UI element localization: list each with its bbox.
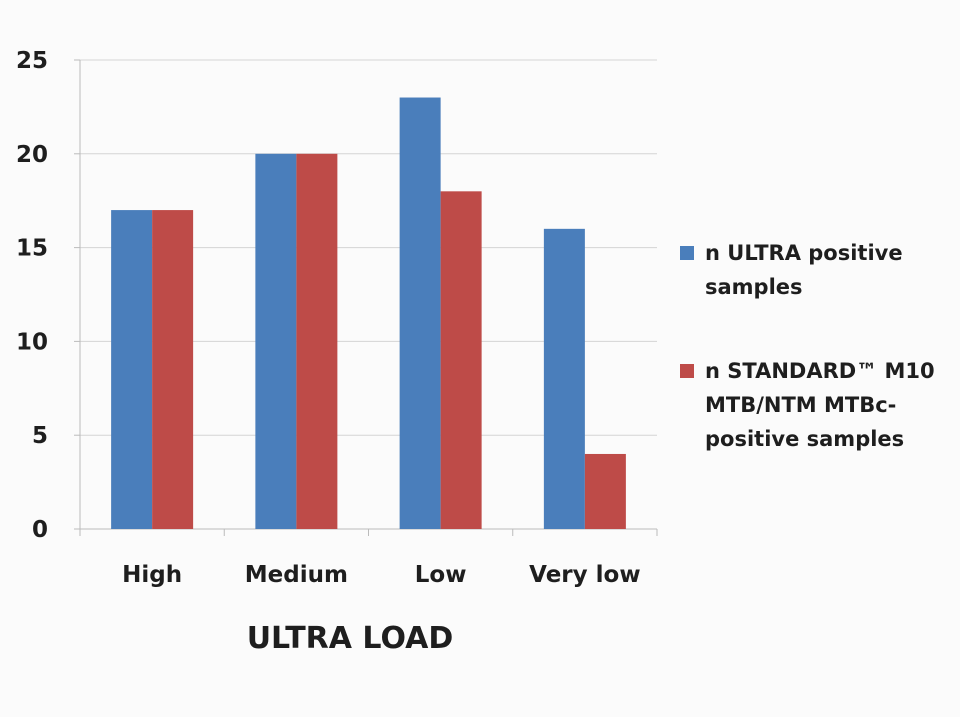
x-tick-label: Very low bbox=[529, 562, 640, 588]
x-tick-label: High bbox=[122, 562, 182, 588]
legend-swatch-red bbox=[680, 364, 694, 378]
y-tick-label: 5 bbox=[32, 423, 48, 449]
bar-standard bbox=[296, 153, 338, 530]
legend-item-ultra: n ULTRA positive samples bbox=[680, 236, 950, 304]
bar-ultra bbox=[543, 228, 585, 529]
bar-standard bbox=[584, 453, 626, 529]
bar-ultra bbox=[255, 153, 297, 530]
y-tick-label: 0 bbox=[32, 517, 48, 543]
y-tick-label: 10 bbox=[16, 329, 48, 355]
bar-standard bbox=[440, 191, 482, 529]
y-tick-label: 20 bbox=[16, 142, 48, 168]
legend-label: n ULTRA positive samples bbox=[705, 241, 903, 299]
x-tick-label: Medium bbox=[245, 562, 348, 588]
legend-item-standard: n STANDARD™ M10 MTB/NTM MTBc-positive sa… bbox=[680, 354, 950, 456]
y-tick-label: 25 bbox=[16, 48, 48, 74]
bar-ultra bbox=[399, 97, 441, 530]
y-tick-label: 15 bbox=[16, 236, 48, 262]
bar-standard bbox=[152, 210, 194, 529]
x-tick-label: Low bbox=[415, 562, 467, 588]
legend-swatch-blue bbox=[680, 246, 694, 260]
legend-label: n STANDARD™ M10 MTB/NTM MTBc-positive sa… bbox=[705, 359, 935, 451]
bar-ultra bbox=[111, 210, 153, 529]
x-axis-title: ULTRA LOAD bbox=[247, 621, 454, 656]
